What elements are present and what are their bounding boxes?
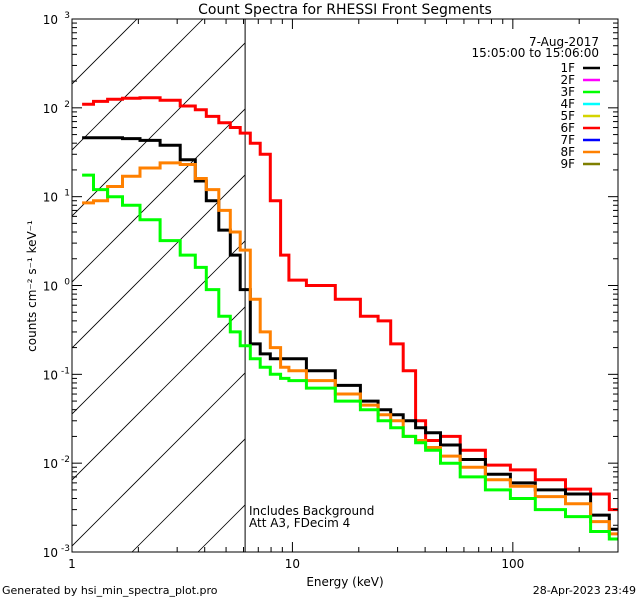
generated-by-label: Generated by hsi_min_spectra_plot.pro xyxy=(2,584,218,597)
legend-label-6F: 6F xyxy=(560,121,575,135)
x-tick-label: 100 xyxy=(501,557,524,571)
y-tick-exponent: 1 xyxy=(64,189,70,199)
time-range-label: 15:05:00 to 15:06:00 xyxy=(472,46,599,60)
y-tick-label: 10 xyxy=(43,102,58,116)
hatch-line xyxy=(72,108,245,283)
hatch-line xyxy=(0,0,138,552)
y-tick-label: 10 xyxy=(43,368,58,382)
legend-label-8F: 8F xyxy=(560,145,575,159)
hatched-region xyxy=(0,0,640,552)
series-3F xyxy=(82,173,618,541)
x-axis-label: Energy (keV) xyxy=(306,575,383,589)
series-6F xyxy=(82,96,618,512)
legend-label-4F: 4F xyxy=(560,97,575,111)
hatch-line xyxy=(72,42,245,217)
y-tick-exponent: 0 xyxy=(64,278,70,288)
chart-title: Count Spectra for RHESSI Front Segments xyxy=(198,2,492,18)
series-1F xyxy=(82,136,618,531)
y-tick-exponent: 2 xyxy=(64,100,70,110)
hatch-line xyxy=(72,19,138,85)
y-tick-exponent: -2 xyxy=(61,455,70,465)
y-axis-label: counts cm⁻² s⁻¹ keV⁻¹ xyxy=(25,220,39,352)
annotation-attenuator: Att A3, FDecim 4 xyxy=(249,516,350,530)
hatch-line xyxy=(72,19,204,151)
y-tick-exponent: -1 xyxy=(61,366,70,376)
hatch-line xyxy=(131,438,245,552)
hatch-line xyxy=(72,372,245,547)
y-tick-label: 10 xyxy=(43,280,58,294)
y-tick-exponent: -3 xyxy=(61,544,70,554)
legend-label-3F: 3F xyxy=(560,85,575,99)
y-tick-label: 10 xyxy=(43,13,58,27)
y-tick-label: 10 xyxy=(43,457,58,471)
legend-label-2F: 2F xyxy=(560,73,575,87)
legend-label-5F: 5F xyxy=(560,109,575,123)
timestamp-label: 28-Apr-2023 23:49 xyxy=(533,584,636,597)
hatch-line xyxy=(72,306,245,481)
hatch-line xyxy=(72,174,245,349)
annotation-background: Includes Background xyxy=(249,504,374,518)
legend-label-1F: 1F xyxy=(560,61,575,75)
series-8F xyxy=(82,161,618,536)
hatch-line xyxy=(72,240,245,415)
x-tick-label: 10 xyxy=(285,557,300,571)
y-tick-label: 10 xyxy=(43,191,58,205)
legend-label-9F: 9F xyxy=(560,157,575,171)
y-tick-label: 10 xyxy=(43,546,58,560)
x-tick-label: 1 xyxy=(68,557,76,571)
date-label: 7-Aug-2017 xyxy=(529,35,599,49)
legend-label-7F: 7F xyxy=(560,133,575,147)
y-tick-exponent: 3 xyxy=(64,11,70,21)
hatch-line xyxy=(264,0,640,552)
